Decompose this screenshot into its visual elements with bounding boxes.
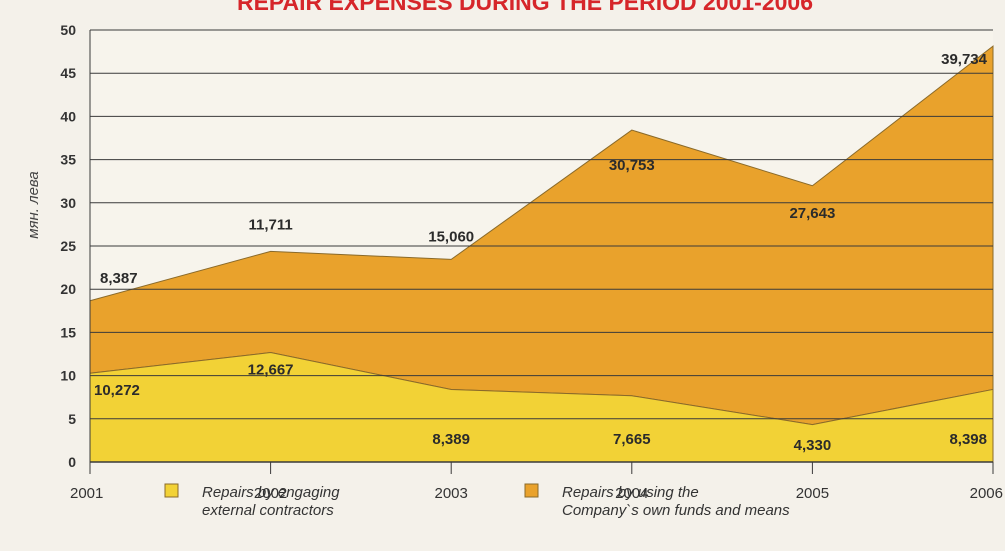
x-tick-label: 2002: [254, 485, 287, 502]
x-tick-label: 2004: [615, 485, 648, 502]
legend-swatch: [164, 483, 179, 498]
y-tick-label: 5: [68, 411, 76, 427]
legend-swatch: [524, 483, 539, 498]
data-label: 39,734: [941, 51, 988, 68]
plot-area: 0 5 10 15 20 25 30 35 40 45 50 2001 2002 2003 2004 2005…: [60, 22, 1003, 502]
legend-label: Repairs by engaging: [202, 484, 340, 501]
y-tick-label: 50: [60, 22, 76, 38]
y-tick-label: 30: [60, 195, 76, 211]
y-tick-label: 25: [60, 238, 76, 254]
x-tick-label: 2003: [435, 485, 468, 502]
y-axis-label: мян. лева: [25, 171, 42, 239]
y-tick-label: 10: [60, 368, 76, 384]
chart-title: REPAIR EXPENSES DURING THE PERIOD 2001-2…: [237, 0, 813, 15]
data-label: 7,665: [613, 431, 651, 448]
data-label: 12,667: [248, 362, 294, 379]
x-tick-label: 2005: [796, 485, 829, 502]
y-tick-label: 40: [60, 108, 76, 124]
y-tick-label: 35: [60, 152, 76, 168]
data-label: 8,387: [100, 270, 138, 287]
y-tick-label: 20: [60, 281, 76, 297]
y-tick-label: 45: [60, 65, 76, 81]
x-tick-label: 2006: [970, 485, 1003, 502]
data-label: 27,643: [789, 205, 835, 222]
legend-label: external contractors: [202, 502, 334, 519]
data-label: 10,272: [94, 382, 140, 399]
y-tick-label: 15: [60, 324, 76, 340]
data-label: 4,330: [794, 437, 832, 454]
area-external-contractors: [89, 352, 994, 463]
legend-label: Repairs by using the: [562, 484, 699, 501]
legend-label: Company`s own funds and means: [562, 502, 790, 519]
data-label: 30,753: [609, 157, 655, 174]
data-label: 15,060: [428, 228, 474, 245]
y-tick-label: 0: [68, 454, 76, 470]
data-label: 8,389: [432, 431, 470, 448]
x-tick-label: 2001: [70, 485, 103, 502]
data-label: 8,398: [949, 431, 987, 448]
data-label: 11,711: [248, 216, 292, 233]
